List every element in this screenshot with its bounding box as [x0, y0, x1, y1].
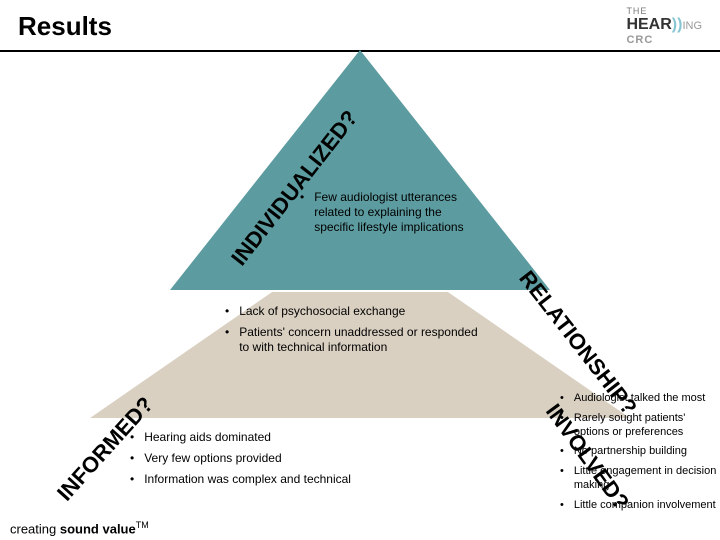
- bl-bullet-1: Very few options provided: [144, 451, 281, 466]
- bl-bullet-0: Hearing aids dominated: [144, 430, 271, 445]
- logo-hear: HEAR: [626, 16, 671, 33]
- logo-ing: ING: [682, 20, 702, 32]
- bl-bullet-2: Information was complex and technical: [144, 472, 351, 487]
- br-bullet-1: Rarely sought patients' options or prefe…: [574, 412, 720, 440]
- ear-icon: )): [672, 16, 683, 33]
- footer-bold: sound value: [60, 521, 136, 536]
- logo-the: THE: [626, 6, 702, 16]
- mid-bullet-1: Patients' concern unaddressed or respond…: [239, 325, 485, 355]
- mid-bullet-0: Lack of psychosocial exchange: [239, 304, 405, 319]
- mid-bullets: Lack of psychosocial exchange Patients' …: [225, 304, 485, 361]
- page-title: Results: [18, 11, 112, 42]
- bottom-left-bullets: Hearing aids dominated Very few options …: [130, 430, 390, 493]
- pyramid-diagram: INDIVIDUALIZED? INFORMED? RELATIONSHIP? …: [0, 40, 720, 520]
- top-bullet-0: Few audiologist utterances related to ex…: [314, 190, 475, 235]
- br-bullet-3: Little engagement in decision making: [574, 465, 720, 493]
- br-bullet-4: Little companion involvement: [574, 499, 716, 513]
- footer-tm: TM: [136, 520, 149, 530]
- top-bullets: Few audiologist utterances related to ex…: [300, 190, 475, 241]
- br-bullet-0: Audiologist talked the most: [574, 392, 705, 406]
- bottom-right-bullets: Audiologist talked the most Rarely sough…: [560, 392, 720, 518]
- footer-tagline: creating sound valueTM: [10, 520, 149, 536]
- footer-prefix: creating: [10, 521, 60, 536]
- br-bullet-2: No partnership building: [574, 445, 687, 459]
